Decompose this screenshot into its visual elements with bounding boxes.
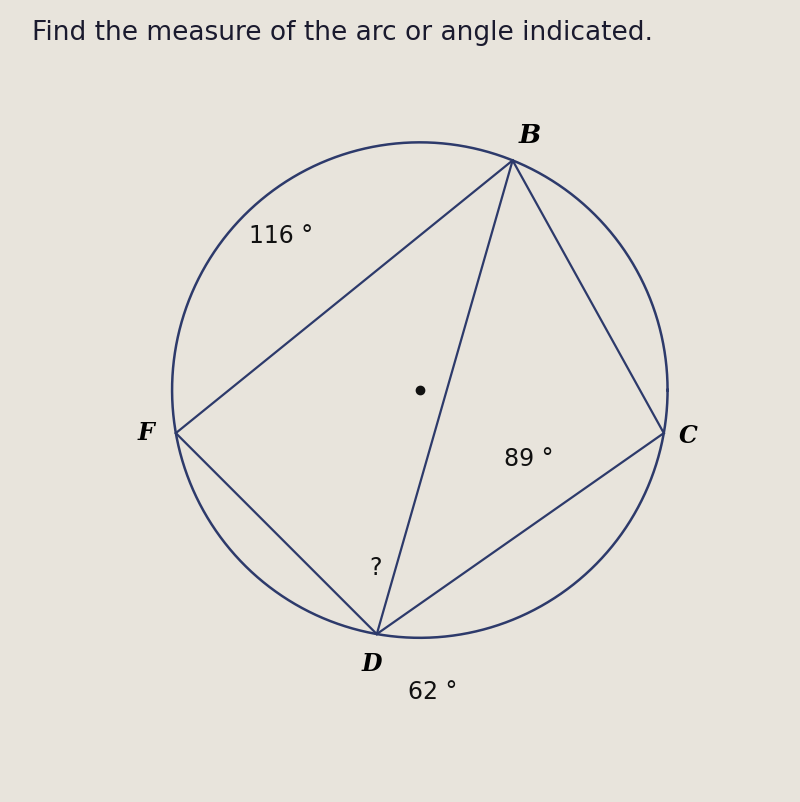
Text: B: B	[519, 123, 541, 148]
Text: C: C	[679, 423, 698, 448]
Text: F: F	[138, 421, 154, 445]
Text: 116 °: 116 °	[249, 225, 313, 249]
Text: Find the measure of the arc or angle indicated.: Find the measure of the arc or angle ind…	[32, 20, 653, 46]
Text: 89 °: 89 °	[504, 448, 554, 472]
Text: 62 °: 62 °	[407, 680, 457, 704]
Text: D: D	[362, 652, 382, 676]
Text: ?: ?	[369, 557, 382, 581]
